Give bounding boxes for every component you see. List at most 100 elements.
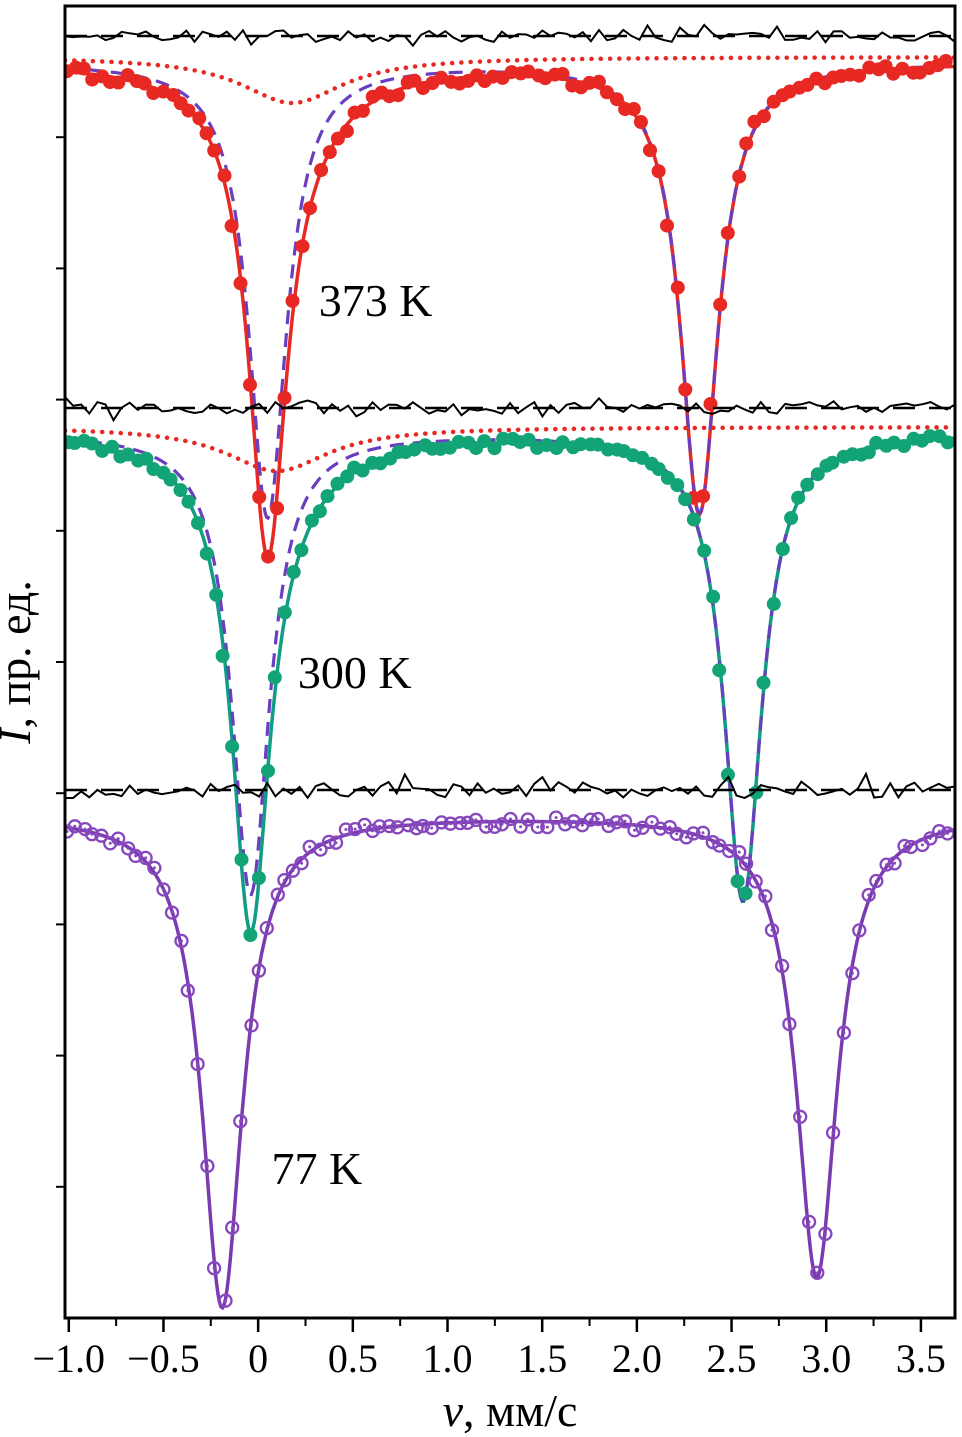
data-point (678, 382, 693, 397)
data-point (192, 111, 207, 126)
data-point-center (850, 971, 854, 975)
data-point (277, 873, 292, 888)
data-point (328, 835, 344, 850)
data-point-center (509, 817, 512, 821)
data-point-center (395, 825, 399, 829)
data-point (599, 85, 614, 100)
data-point-center (807, 1220, 811, 1224)
x-tick-label: 2.0 (612, 1336, 662, 1381)
data-point (355, 103, 370, 118)
data-point (84, 827, 100, 842)
data-point (181, 494, 196, 509)
data-point (764, 922, 780, 938)
data-point (322, 145, 337, 160)
plot-area: 373 K 300 K 77 K (65, 23, 955, 1311)
data-point (173, 483, 188, 498)
data-point-center (430, 826, 434, 830)
data-point (695, 825, 711, 840)
data-point-center (126, 846, 130, 850)
data-point (174, 933, 189, 949)
data-point (365, 823, 380, 839)
data-point (609, 92, 624, 107)
data-point (730, 874, 745, 889)
data-point-center (500, 822, 504, 826)
data-point-center (563, 822, 567, 826)
spectrum-373K: 373 K (65, 23, 955, 564)
data-point-center (874, 879, 878, 883)
data-point-center (83, 827, 87, 831)
data-point (722, 843, 737, 859)
data-point-center (421, 824, 425, 828)
data-point (478, 819, 494, 834)
data-point (338, 822, 354, 837)
data-point-center (780, 964, 784, 968)
fit-line (65, 436, 955, 935)
data-point (251, 963, 267, 978)
data-point (810, 1265, 825, 1280)
data-point (756, 109, 771, 124)
data-point-center (526, 818, 530, 821)
data-point (503, 811, 518, 827)
data-point-center (276, 893, 280, 897)
fit-line (65, 64, 955, 562)
data-point-center (580, 823, 584, 827)
x-tick-label: 0.5 (328, 1336, 378, 1381)
data-points (65, 429, 955, 942)
data-point (111, 831, 126, 846)
data-point (678, 492, 693, 507)
data-point-center (196, 1062, 200, 1066)
data-point (163, 472, 178, 487)
data-point (251, 871, 266, 885)
data-point-center (484, 825, 488, 829)
data-point (825, 455, 840, 470)
data-point (696, 489, 711, 504)
data-point (601, 818, 616, 834)
data-point-center (623, 819, 627, 823)
data-point (105, 439, 120, 454)
data-point (215, 648, 230, 663)
x-tick-label: 1.0 (423, 1336, 473, 1381)
data-point (643, 143, 657, 158)
data-point (407, 442, 422, 457)
data-point-center (466, 821, 469, 825)
data-point (697, 543, 712, 558)
data-point-center (519, 825, 523, 829)
data-point-center (170, 911, 174, 915)
data-point-center (596, 817, 600, 821)
data-point (128, 848, 143, 864)
data-point (401, 818, 416, 833)
data-point (139, 451, 154, 466)
data-point (225, 739, 240, 754)
data-point (932, 824, 947, 839)
data-point-center (842, 1031, 846, 1035)
data-point-center (162, 888, 165, 891)
data-point-center (770, 928, 774, 932)
data-point (869, 873, 884, 889)
data-point-center (353, 827, 357, 831)
data-point (209, 587, 224, 602)
data-point (434, 815, 449, 830)
x-tick-label: −1.0 (33, 1336, 106, 1381)
data-point (330, 476, 345, 491)
data-point (922, 429, 937, 444)
data-point (137, 76, 152, 91)
data-point (720, 226, 735, 240)
data-point (738, 856, 754, 871)
plot-frame (63, 4, 957, 1320)
data-point (217, 168, 232, 183)
data-point (190, 1056, 205, 1072)
data-point (521, 64, 536, 79)
data-point (382, 818, 397, 834)
data-point-center (763, 894, 767, 898)
chart-generated-content: 373 K 300 K 77 K −1.0 −0.5 0 0.5 1.0 1.5 2.0 2.5 3.… (33, 4, 957, 1381)
data-points (65, 810, 955, 1308)
data-point (557, 817, 573, 832)
data-point (243, 377, 257, 392)
data-point (270, 501, 285, 516)
residual-trace (65, 771, 955, 800)
data-point (487, 441, 502, 456)
data-point-center (650, 820, 654, 824)
data-point (372, 819, 387, 834)
data-point (530, 819, 545, 835)
